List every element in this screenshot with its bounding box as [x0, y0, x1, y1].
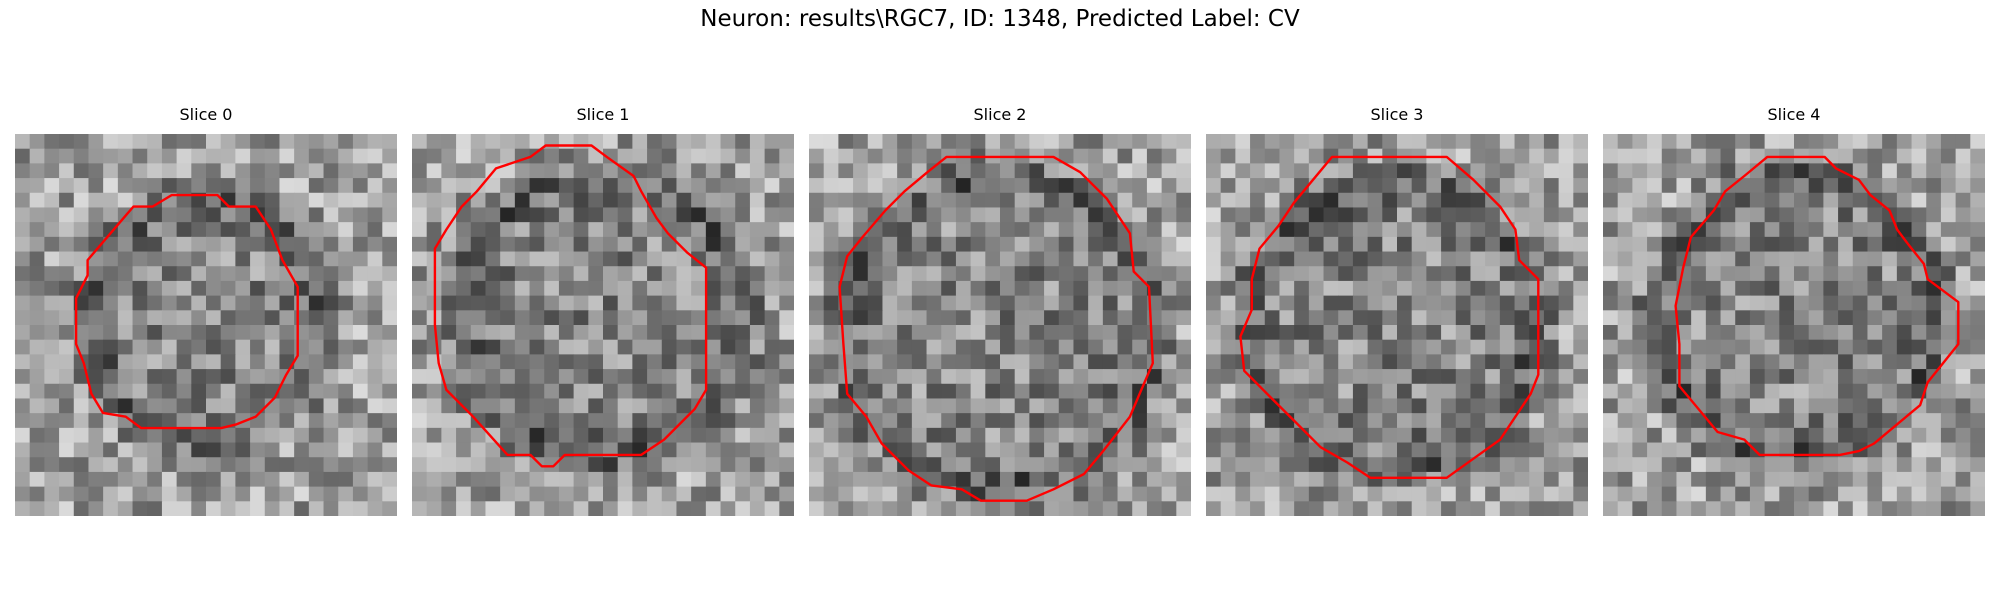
- segmentation-contour: [74, 193, 299, 430]
- slice-title: Slice 1: [576, 105, 630, 124]
- slice-title: Slice 0: [179, 105, 233, 124]
- slice-title: Slice 4: [1767, 105, 1821, 124]
- slice-image: [809, 134, 1191, 516]
- slice-image: [1206, 134, 1588, 516]
- figure-title: Neuron: results\RGC7, ID: 1348, Predicte…: [700, 6, 1300, 32]
- slice-title: Slice 3: [1370, 105, 1424, 124]
- slice-image: [412, 134, 794, 516]
- slice-image: [1603, 134, 1985, 516]
- slice-image: [15, 134, 397, 516]
- segmentation-contour: [433, 144, 708, 468]
- slice-title: Slice 2: [973, 105, 1027, 124]
- segmentation-contour: [838, 155, 1154, 502]
- segmentation-contour: [1239, 155, 1540, 479]
- segmentation-contour: [1674, 155, 1960, 457]
